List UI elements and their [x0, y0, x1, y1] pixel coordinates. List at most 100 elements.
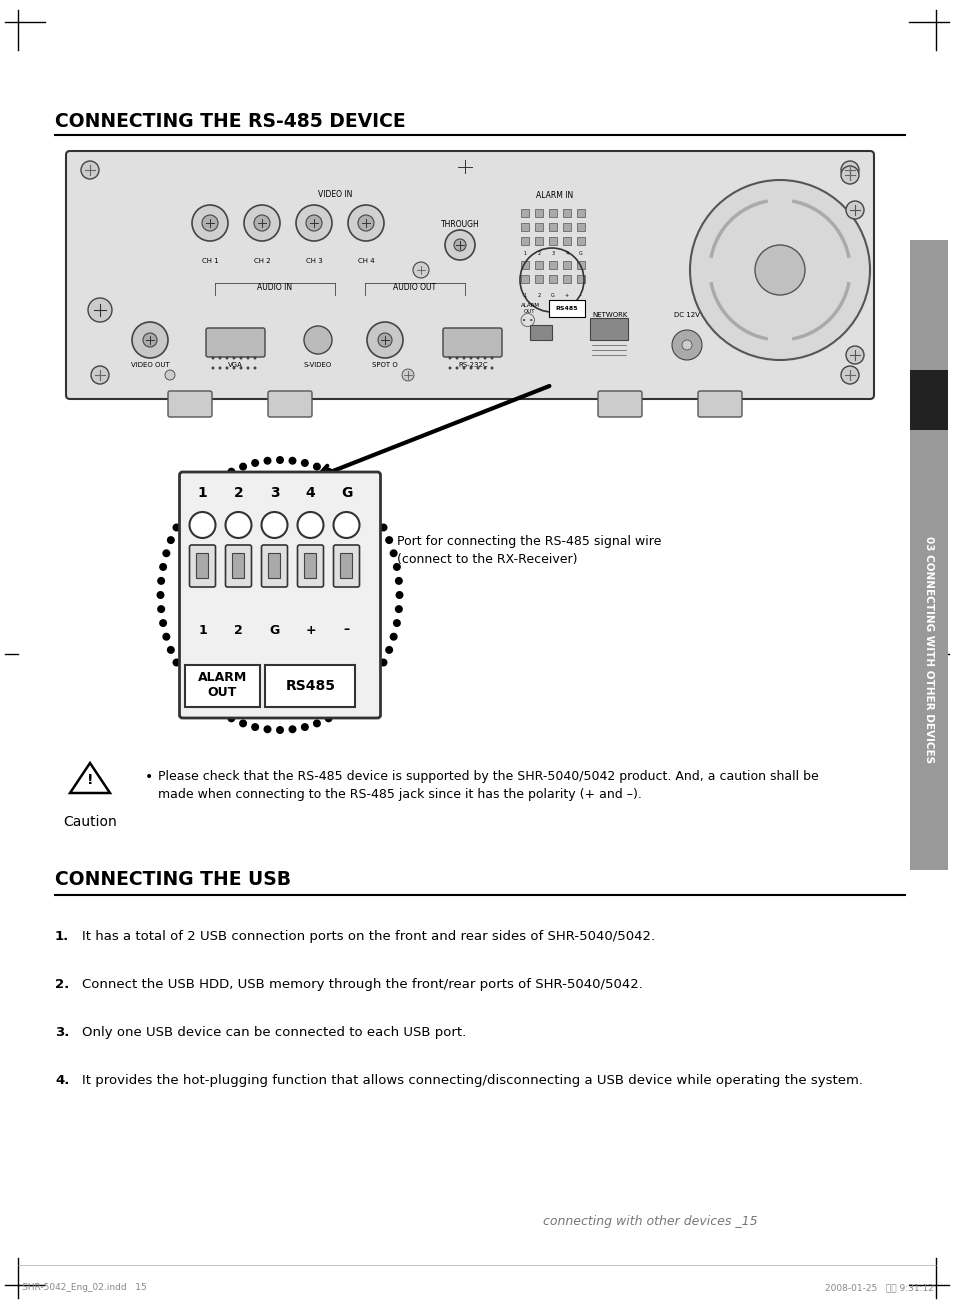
Bar: [909, 239, 947, 870]
Circle shape: [476, 366, 479, 369]
Circle shape: [448, 357, 451, 360]
Text: 3: 3: [270, 487, 279, 500]
Circle shape: [454, 239, 465, 251]
Text: DC 12V: DC 12V: [674, 313, 700, 318]
Circle shape: [348, 205, 384, 241]
FancyBboxPatch shape: [535, 222, 542, 232]
Circle shape: [275, 726, 284, 734]
Circle shape: [172, 658, 180, 667]
Circle shape: [841, 366, 858, 385]
Circle shape: [300, 459, 309, 467]
FancyBboxPatch shape: [535, 262, 542, 269]
Text: Only one USB device can be connected to each USB port.: Only one USB device can be connected to …: [82, 1025, 466, 1039]
Circle shape: [335, 708, 343, 715]
Text: (connect to the RX-Receiver): (connect to the RX-Receiver): [397, 553, 578, 566]
Text: 4.: 4.: [55, 1074, 70, 1087]
FancyBboxPatch shape: [530, 324, 552, 340]
Text: +: +: [564, 293, 569, 298]
FancyBboxPatch shape: [179, 472, 380, 718]
Circle shape: [389, 633, 397, 641]
Text: Please check that the RS-485 device is supported by the SHR-5040/5042 product. A: Please check that the RS-485 device is s…: [158, 770, 818, 783]
Text: RS485: RS485: [555, 306, 578, 311]
Text: 1: 1: [523, 251, 526, 256]
Circle shape: [455, 366, 458, 369]
Circle shape: [225, 511, 252, 538]
Text: 1: 1: [198, 624, 207, 637]
Text: 2: 2: [537, 251, 540, 256]
FancyBboxPatch shape: [196, 553, 209, 578]
Circle shape: [395, 577, 402, 585]
FancyBboxPatch shape: [304, 553, 316, 578]
Circle shape: [373, 511, 380, 519]
Text: G: G: [551, 293, 555, 298]
FancyBboxPatch shape: [340, 553, 352, 578]
Circle shape: [490, 357, 493, 360]
Text: ALARM IN: ALARM IN: [536, 191, 573, 200]
Circle shape: [346, 481, 354, 489]
Circle shape: [841, 166, 858, 184]
Circle shape: [167, 536, 174, 544]
FancyBboxPatch shape: [548, 222, 557, 232]
Text: AUDIO IN: AUDIO IN: [257, 283, 293, 292]
Circle shape: [218, 357, 221, 360]
Circle shape: [206, 481, 213, 489]
Circle shape: [239, 463, 247, 471]
FancyBboxPatch shape: [233, 553, 244, 578]
Circle shape: [841, 161, 858, 179]
FancyBboxPatch shape: [520, 209, 529, 217]
Circle shape: [227, 714, 235, 722]
Text: AUDIO OUT: AUDIO OUT: [393, 283, 436, 292]
Circle shape: [195, 490, 204, 498]
Circle shape: [212, 366, 214, 369]
Circle shape: [300, 723, 309, 731]
Circle shape: [239, 357, 242, 360]
FancyBboxPatch shape: [562, 222, 571, 232]
Circle shape: [367, 322, 402, 358]
Text: •: •: [145, 770, 153, 783]
FancyBboxPatch shape: [577, 209, 584, 217]
FancyBboxPatch shape: [562, 237, 571, 245]
FancyBboxPatch shape: [168, 391, 212, 417]
Circle shape: [251, 723, 259, 731]
Circle shape: [413, 262, 429, 279]
Circle shape: [190, 511, 215, 538]
Circle shape: [288, 456, 296, 464]
Text: Connect the USB HDD, USB memory through the front/rear ports of SHR-5040/5042.: Connect the USB HDD, USB memory through …: [82, 978, 642, 991]
FancyBboxPatch shape: [589, 318, 627, 340]
Text: 2: 2: [537, 293, 540, 298]
FancyBboxPatch shape: [577, 222, 584, 232]
Text: 2.: 2.: [55, 978, 70, 991]
Circle shape: [385, 646, 393, 654]
Circle shape: [288, 725, 296, 734]
Circle shape: [251, 459, 259, 467]
Text: CH 1: CH 1: [201, 258, 218, 264]
Circle shape: [483, 366, 486, 369]
FancyBboxPatch shape: [562, 275, 571, 283]
Circle shape: [448, 366, 451, 369]
Text: 4: 4: [565, 251, 568, 256]
Circle shape: [156, 591, 164, 599]
FancyBboxPatch shape: [261, 545, 287, 587]
Circle shape: [212, 357, 214, 360]
Text: +: +: [305, 624, 315, 637]
Text: –: –: [343, 624, 349, 637]
Text: ALARM
OUT: ALARM OUT: [520, 303, 539, 314]
Circle shape: [681, 340, 691, 351]
Text: !: !: [87, 773, 93, 787]
Circle shape: [187, 681, 195, 689]
Circle shape: [233, 357, 235, 360]
FancyBboxPatch shape: [548, 209, 557, 217]
Circle shape: [377, 334, 392, 347]
Circle shape: [246, 366, 250, 369]
Circle shape: [165, 370, 174, 381]
Circle shape: [157, 606, 165, 613]
Circle shape: [324, 714, 333, 722]
Circle shape: [385, 536, 393, 544]
Circle shape: [462, 357, 465, 360]
FancyBboxPatch shape: [548, 275, 557, 283]
FancyBboxPatch shape: [268, 391, 312, 417]
Circle shape: [167, 646, 174, 654]
Text: 1: 1: [523, 293, 526, 298]
Circle shape: [192, 205, 228, 241]
Circle shape: [91, 366, 109, 385]
